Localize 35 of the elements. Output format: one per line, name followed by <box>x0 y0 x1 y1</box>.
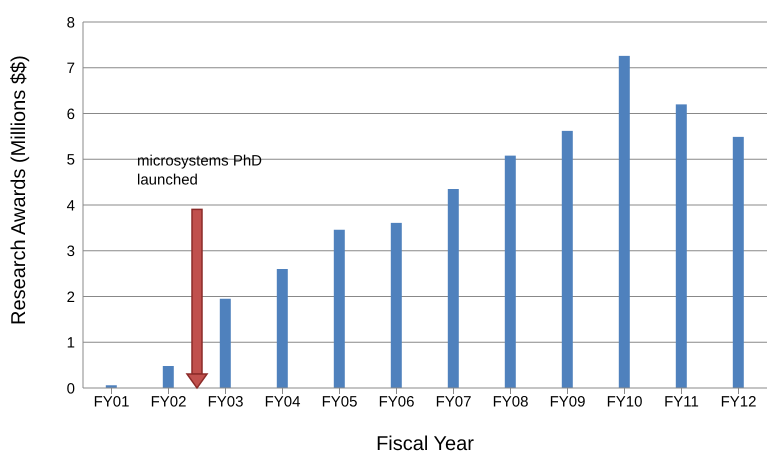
bar <box>276 269 288 388</box>
x-tick-label: FY10 <box>606 394 642 411</box>
x-tick-label: FY05 <box>322 394 358 411</box>
x-tick-label: FY01 <box>94 394 130 411</box>
y-tick-label: 0 <box>66 380 75 398</box>
y-tick-label: 2 <box>66 288 75 306</box>
x-tick-label: FY08 <box>492 394 528 411</box>
y-axis-title: Research Awards (Millions $$) <box>8 55 30 325</box>
x-tick-label: FY07 <box>436 394 472 411</box>
bar <box>162 366 174 388</box>
bar <box>220 298 231 388</box>
annotation: microsystems PhD launched <box>137 152 262 188</box>
bar <box>334 230 345 388</box>
bar <box>504 156 516 388</box>
x-axis-title: Fiscal Year <box>376 433 474 455</box>
x-tick-label: FY04 <box>264 394 300 411</box>
x-tick-label: FY12 <box>720 394 756 411</box>
y-tick-label: 5 <box>66 152 75 169</box>
y-tick-label: 1 <box>66 334 75 352</box>
x-tick-label: FY02 <box>150 394 186 411</box>
y-tick-label: 7 <box>66 60 75 78</box>
x-tick-label: FY03 <box>208 394 244 411</box>
bar <box>390 222 402 388</box>
x-tick-label: FY06 <box>378 394 414 411</box>
x-tick-label: FY09 <box>550 394 586 411</box>
y-tick-label: 8 <box>66 14 75 32</box>
y-tick-label: 6 <box>66 106 75 123</box>
bar <box>732 136 744 388</box>
x-tick-label: FY11 <box>664 394 699 411</box>
bar <box>618 56 630 388</box>
bar <box>562 130 573 388</box>
bar <box>448 188 459 388</box>
y-tick-label: 3 <box>66 243 75 260</box>
y-tick-label: 4 <box>66 197 75 214</box>
bar <box>676 104 687 388</box>
